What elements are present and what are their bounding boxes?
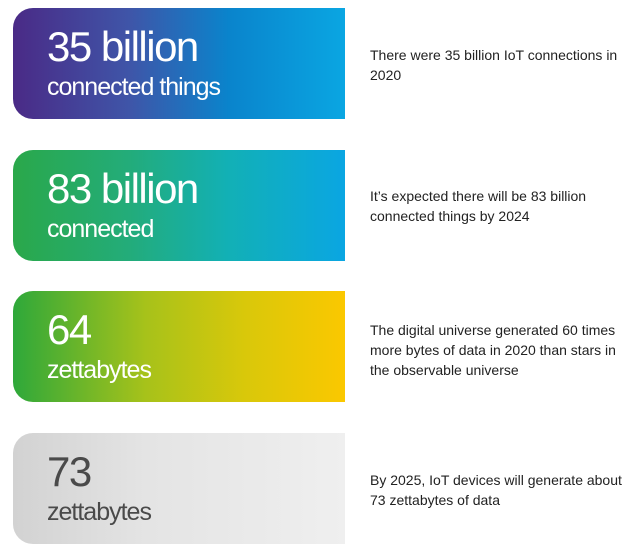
stat-description: The digital universe generated 60 times …: [370, 322, 616, 378]
stat-value: 64: [47, 306, 92, 353]
stat-unit: zettabytes: [47, 498, 152, 526]
stat-card-zettabytes-2020: 64 zettabytes: [13, 291, 345, 402]
stat-description: By 2025, IoT devices will generate about…: [370, 472, 622, 508]
stat-description: It’s expected there will be 83 billion c…: [370, 188, 587, 224]
stat-card-zettabytes-2025: 73 zettabytes: [13, 433, 345, 544]
stat-unit: connected: [47, 215, 154, 243]
stat-card-connected-2024: 83 billion connected: [13, 150, 345, 261]
stat-value: 35 billion: [47, 23, 199, 70]
stat-value: 83 billion: [47, 165, 199, 212]
stat-description: There were 35 billion IoT connections in…: [370, 47, 618, 83]
stat-unit: zettabytes: [47, 356, 152, 384]
stat-unit: connected things: [47, 73, 221, 101]
stat-value: 73: [47, 448, 92, 495]
stat-card-connected-things: 35 billion connected things: [13, 8, 345, 119]
